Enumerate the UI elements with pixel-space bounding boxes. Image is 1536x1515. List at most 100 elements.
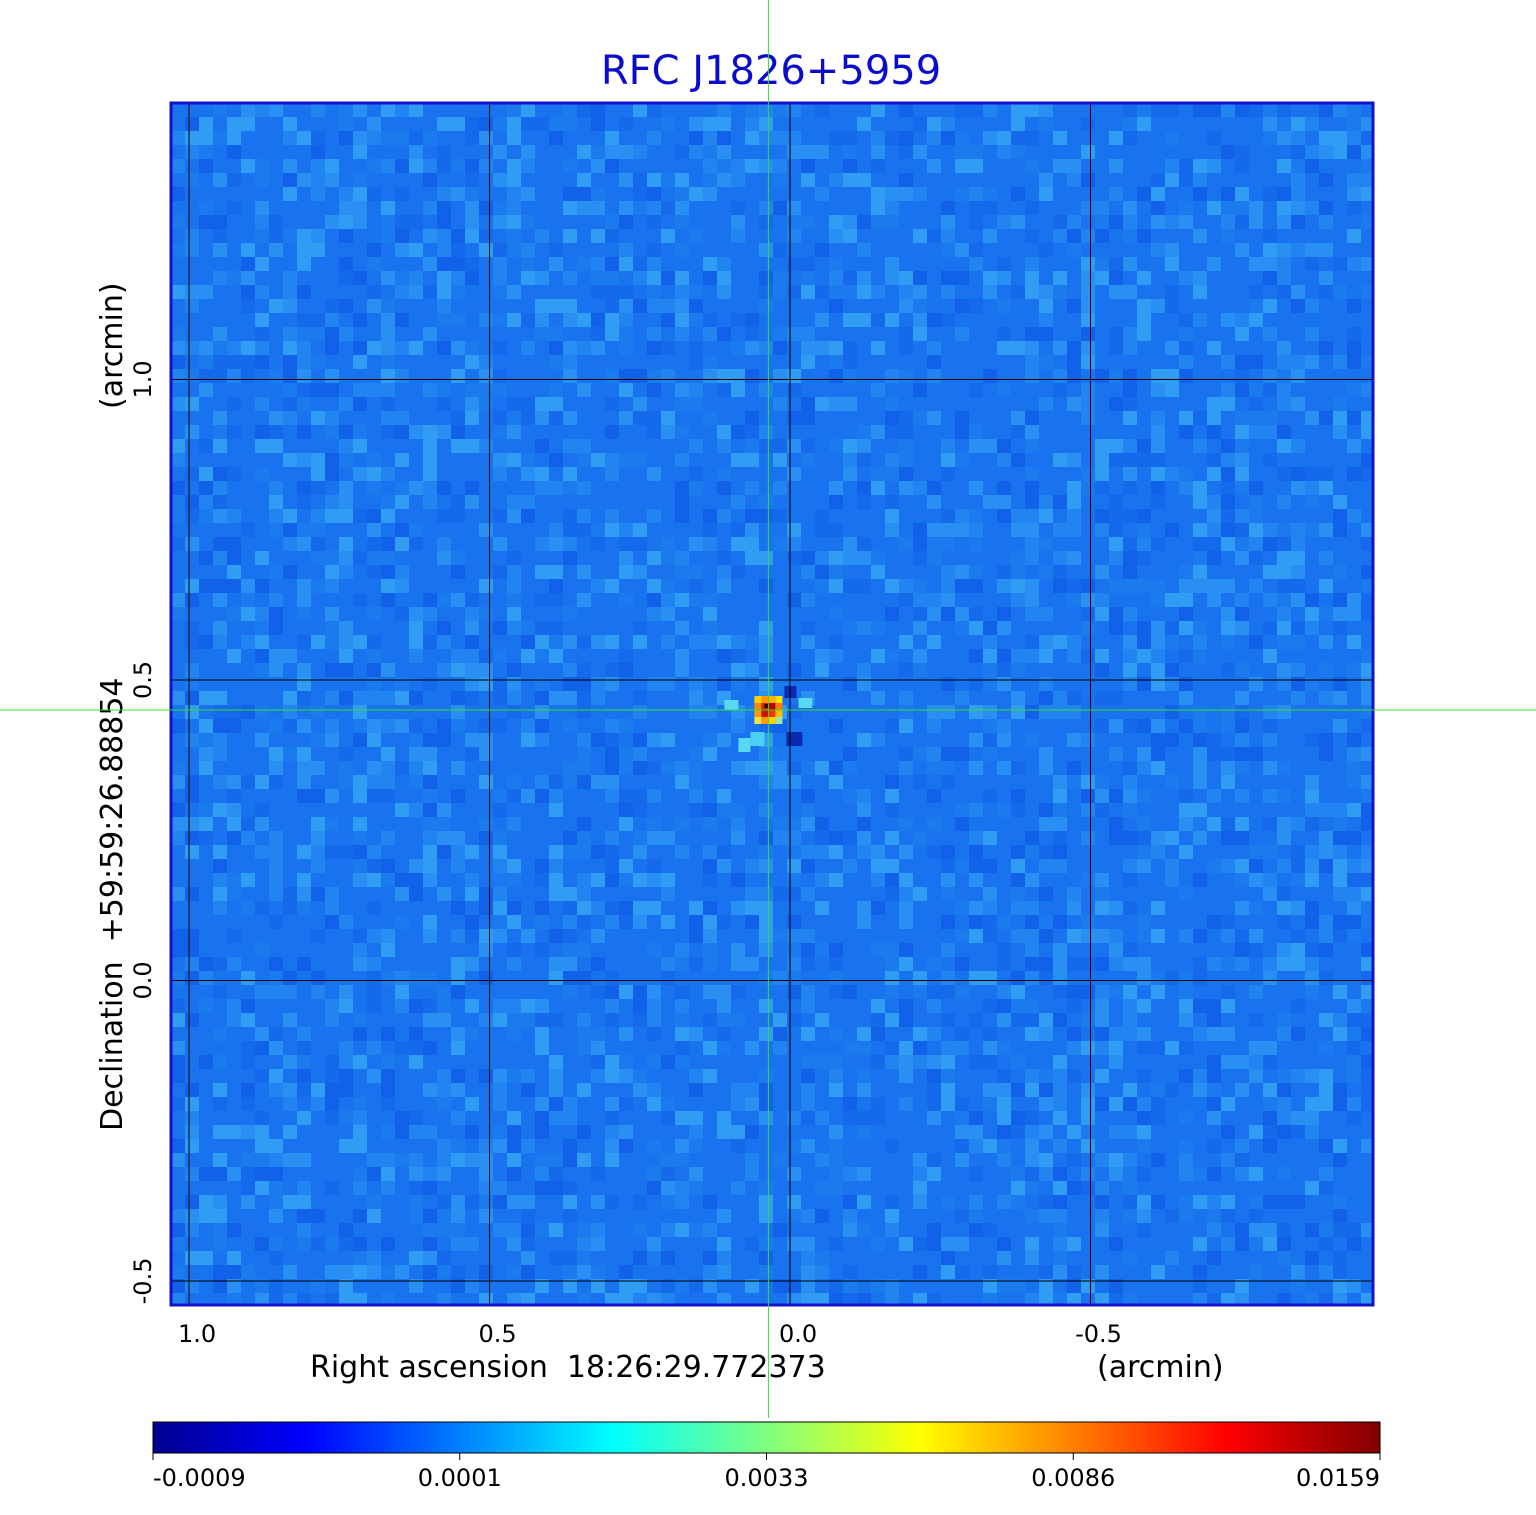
map-noise-cell <box>493 215 507 229</box>
map-noise-cell <box>171 873 185 887</box>
map-noise-cell <box>563 187 577 201</box>
map-noise-cell <box>185 299 199 313</box>
map-noise-cell <box>1263 369 1277 383</box>
map-noise-cell <box>1319 663 1333 677</box>
map-noise-cell <box>367 285 381 299</box>
map-noise-cell <box>1109 509 1123 523</box>
map-noise-cell <box>1179 1167 1193 1181</box>
map-noise-cell <box>1011 733 1025 747</box>
map-noise-cell <box>353 817 367 831</box>
map-noise-cell <box>563 1153 577 1167</box>
map-noise-cell <box>549 243 563 257</box>
map-noise-cell <box>269 215 283 229</box>
map-noise-cell <box>591 1223 605 1237</box>
map-noise-cell <box>913 229 927 243</box>
map-noise-cell <box>899 299 913 313</box>
map-noise-cell <box>493 859 507 873</box>
map-noise-cell <box>535 789 549 803</box>
map-noise-cell <box>227 817 241 831</box>
map-noise-cell <box>507 103 521 117</box>
map-noise-cell <box>717 117 731 131</box>
map-noise-cell <box>1123 187 1137 201</box>
map-noise-cell <box>507 1139 521 1153</box>
map-noise-cell <box>241 579 255 593</box>
map-noise-cell <box>1333 593 1347 607</box>
map-noise-cell <box>297 1083 311 1097</box>
map-noise-cell <box>997 355 1011 369</box>
map-noise-cell <box>549 579 563 593</box>
map-noise-cell <box>563 775 577 789</box>
map-noise-cell <box>577 369 591 383</box>
map-noise-cell <box>353 313 367 327</box>
map-noise-cell <box>255 1125 269 1139</box>
map-noise-cell <box>1179 509 1193 523</box>
map-noise-cell <box>1249 859 1263 873</box>
map-noise-cell <box>899 1069 913 1083</box>
map-noise-cell <box>1347 887 1361 901</box>
map-noise-cell <box>241 355 255 369</box>
map-noise-cell <box>577 117 591 131</box>
map-noise-cell <box>311 467 325 481</box>
map-noise-cell <box>1193 229 1207 243</box>
map-noise-cell <box>381 229 395 243</box>
map-noise-cell <box>1053 285 1067 299</box>
map-noise-cell <box>843 1195 857 1209</box>
map-noise-cell <box>535 117 549 131</box>
map-noise-cell <box>1221 537 1235 551</box>
map-noise-cell <box>927 341 941 355</box>
map-noise-cell <box>507 1069 521 1083</box>
map-noise-cell <box>717 383 731 397</box>
map-noise-cell <box>619 299 633 313</box>
map-noise-cell <box>297 1041 311 1055</box>
map-noise-cell <box>199 733 213 747</box>
map-noise-cell <box>381 1293 395 1305</box>
map-noise-cell <box>1221 313 1235 327</box>
map-noise-cell <box>563 537 577 551</box>
map-noise-cell <box>1151 551 1165 565</box>
map-noise-cell <box>675 663 689 677</box>
map-noise-cell <box>1179 789 1193 803</box>
map-noise-cell <box>1011 579 1025 593</box>
map-noise-cell <box>871 873 885 887</box>
map-noise-cell <box>969 313 983 327</box>
map-noise-cell <box>1165 1041 1179 1055</box>
map-noise-cell <box>549 887 563 901</box>
map-noise-cell <box>983 649 997 663</box>
map-noise-cell <box>1235 621 1249 635</box>
map-noise-cell <box>311 957 325 971</box>
map-noise-cell <box>353 131 367 145</box>
map-noise-cell <box>689 257 703 271</box>
map-noise-cell <box>787 411 801 425</box>
map-noise-cell <box>199 957 213 971</box>
map-noise-cell <box>703 817 717 831</box>
map-noise-cell <box>1053 1013 1067 1027</box>
map-noise-cell <box>997 397 1011 411</box>
map-noise-cell <box>955 1097 969 1111</box>
map-noise-cell <box>927 1055 941 1069</box>
map-noise-cell <box>1235 901 1249 915</box>
map-noise-cell <box>339 271 353 285</box>
map-noise-cell <box>563 663 577 677</box>
map-noise-cell <box>535 397 549 411</box>
map-noise-cell <box>409 873 423 887</box>
map-noise-cell <box>745 957 759 971</box>
map-noise-cell <box>521 467 535 481</box>
map-noise-cell <box>269 551 283 565</box>
map-noise-cell <box>409 1167 423 1181</box>
map-noise-cell <box>1347 201 1361 215</box>
map-noise-cell <box>647 733 661 747</box>
map-noise-cell <box>563 355 577 369</box>
map-noise-cell <box>1193 313 1207 327</box>
map-noise-cell <box>843 159 857 173</box>
map-noise-cell <box>241 285 255 299</box>
map-noise-cell <box>1067 1027 1081 1041</box>
map-noise-cell <box>549 453 563 467</box>
map-noise-cell <box>647 467 661 481</box>
map-noise-cell <box>773 761 787 775</box>
map-noise-cell <box>969 915 983 929</box>
map-noise-cell <box>521 103 535 117</box>
map-noise-cell <box>493 159 507 173</box>
map-noise-cell <box>311 131 325 145</box>
map-noise-cell <box>437 537 451 551</box>
map-noise-cell <box>1109 439 1123 453</box>
